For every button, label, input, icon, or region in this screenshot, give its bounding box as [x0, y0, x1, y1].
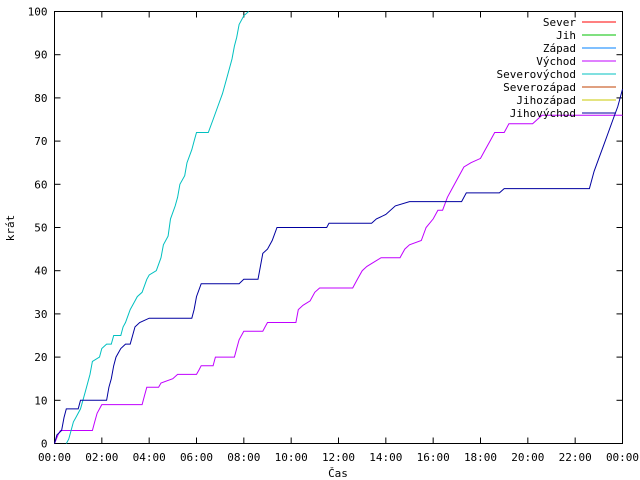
- x-tick-label: 08:00: [227, 451, 260, 464]
- x-axis-title: Čas: [328, 467, 348, 480]
- legend-label: Sever: [543, 16, 576, 29]
- y-tick-label: 90: [34, 49, 47, 62]
- x-tick-label: 00:00: [38, 451, 71, 464]
- x-tick-label: 22:00: [559, 451, 592, 464]
- y-tick-label: 20: [34, 351, 47, 364]
- y-axis: 0 10 20 30 40 50 60 70 80 90 100: [28, 6, 623, 451]
- x-tick-label: 12:00: [322, 451, 355, 464]
- y-tick-label: 10: [34, 394, 47, 407]
- y-tick-label: 70: [34, 135, 47, 148]
- y-tick-label: 60: [34, 178, 47, 191]
- series-line-severovýchod: [65, 11, 249, 444]
- legend: SeverJihZápadVýchodSeverovýchodSeverozáp…: [497, 16, 616, 120]
- legend-label: Severovýchod: [497, 68, 576, 81]
- x-tick-label: 14:00: [369, 451, 402, 464]
- x-tick-label: 04:00: [133, 451, 166, 464]
- y-tick-label: 50: [34, 222, 47, 235]
- legend-label: Jihovýchod: [510, 107, 576, 120]
- y-tick-label: 100: [28, 6, 48, 19]
- x-tick-label: 06:00: [180, 451, 213, 464]
- x-tick-label: 16:00: [417, 451, 450, 464]
- series-layer: [54, 11, 623, 444]
- y-tick-label: 0: [41, 438, 48, 451]
- legend-label: Jihozápad: [516, 94, 576, 107]
- legend-label: Jih: [556, 29, 576, 42]
- series-line-východ: [54, 114, 623, 444]
- y-axis-title: krát: [4, 215, 17, 242]
- legend-label: Západ: [543, 42, 576, 55]
- x-tick-label: 10:00: [275, 451, 308, 464]
- x-tick-label: 00:00: [606, 451, 639, 464]
- x-tick-label: 18:00: [464, 451, 497, 464]
- x-tick-label: 02:00: [85, 451, 118, 464]
- series-line-jihovýchod: [54, 89, 623, 444]
- x-axis: 00:00 02:00 04:00 06:00 08:00 10:00 12:00 14:00…: [38, 11, 639, 464]
- x-tick-label: 20:00: [511, 451, 544, 464]
- legend-label: Severozápad: [503, 81, 576, 94]
- y-tick-label: 30: [34, 308, 47, 321]
- y-tick-label: 80: [34, 92, 47, 105]
- y-tick-label: 40: [34, 265, 47, 278]
- legend-label: Východ: [536, 55, 576, 68]
